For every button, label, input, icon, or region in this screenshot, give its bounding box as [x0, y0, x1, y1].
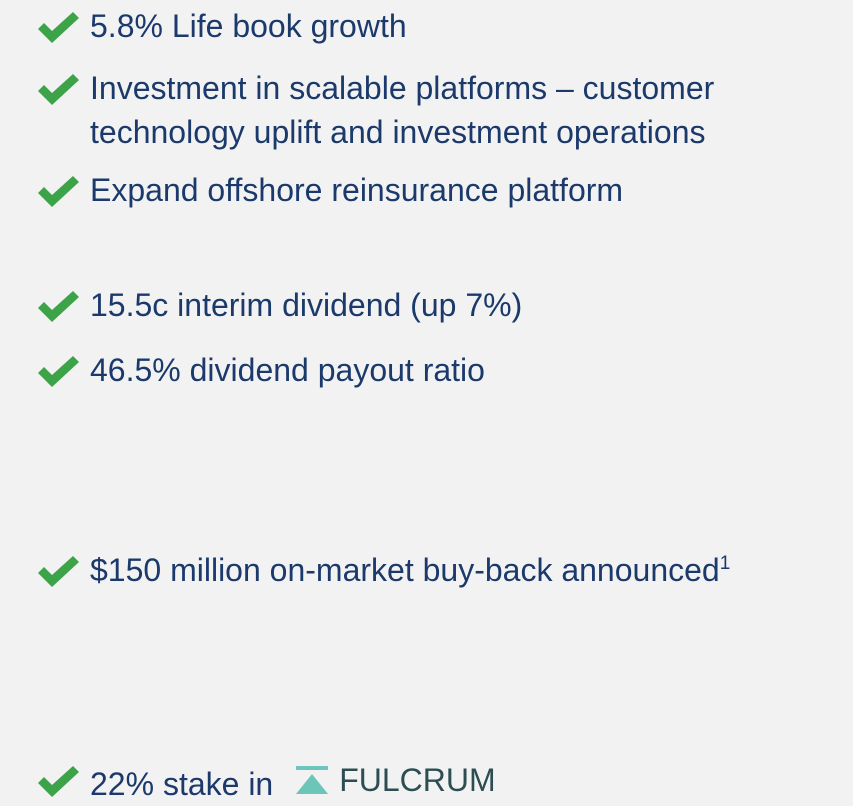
check-icon [38, 176, 79, 207]
logo-triangle [296, 774, 329, 794]
check-shape [38, 74, 79, 105]
bullet-text: Expand offshore reinsurance platform [90, 168, 623, 212]
check-shape [38, 556, 79, 587]
check-icon [38, 556, 79, 587]
text: $150 million on-market buy-back announce… [90, 552, 720, 588]
logo: FULCRUM [295, 758, 496, 802]
bullet-text: 46.5% dividend payout ratio [90, 348, 485, 392]
bullet-text: technology uplift and investment operati… [90, 110, 706, 154]
check-shape [38, 291, 79, 322]
check-icon [38, 356, 79, 387]
text: 5.8% Life book growth [90, 8, 407, 44]
check-shape [38, 356, 79, 387]
bullet-text: 15.5c interim dividend (up 7%) [90, 283, 522, 327]
bullet-text: 22% stake in FULCRUM [90, 758, 496, 806]
text: 22% stake in [90, 766, 274, 802]
check-icon [38, 291, 79, 322]
text: technology uplift and investment operati… [90, 114, 706, 150]
bullet-text: Investment in scalable platforms – custo… [90, 66, 714, 110]
check-icon [38, 766, 79, 797]
logo-bar [296, 766, 329, 770]
check-shape [38, 176, 79, 207]
logo-icon [296, 766, 329, 794]
text: Investment in scalable platforms – custo… [90, 70, 715, 106]
logo-text: FULCRUM [339, 762, 496, 798]
text: Expand offshore reinsurance platform [90, 172, 624, 208]
check-icon [38, 12, 79, 43]
footnote-marker: 1 [719, 553, 731, 574]
bullet-text: $150 million on-market buy-back announce… [90, 548, 730, 592]
text: 15.5c interim dividend (up 7%) [90, 287, 523, 323]
bullet-text: 5.8% Life book growth [90, 4, 407, 48]
text: 46.5% dividend payout ratio [90, 352, 485, 388]
check-shape [38, 766, 79, 797]
check-shape [38, 12, 79, 43]
check-icon [38, 74, 79, 105]
